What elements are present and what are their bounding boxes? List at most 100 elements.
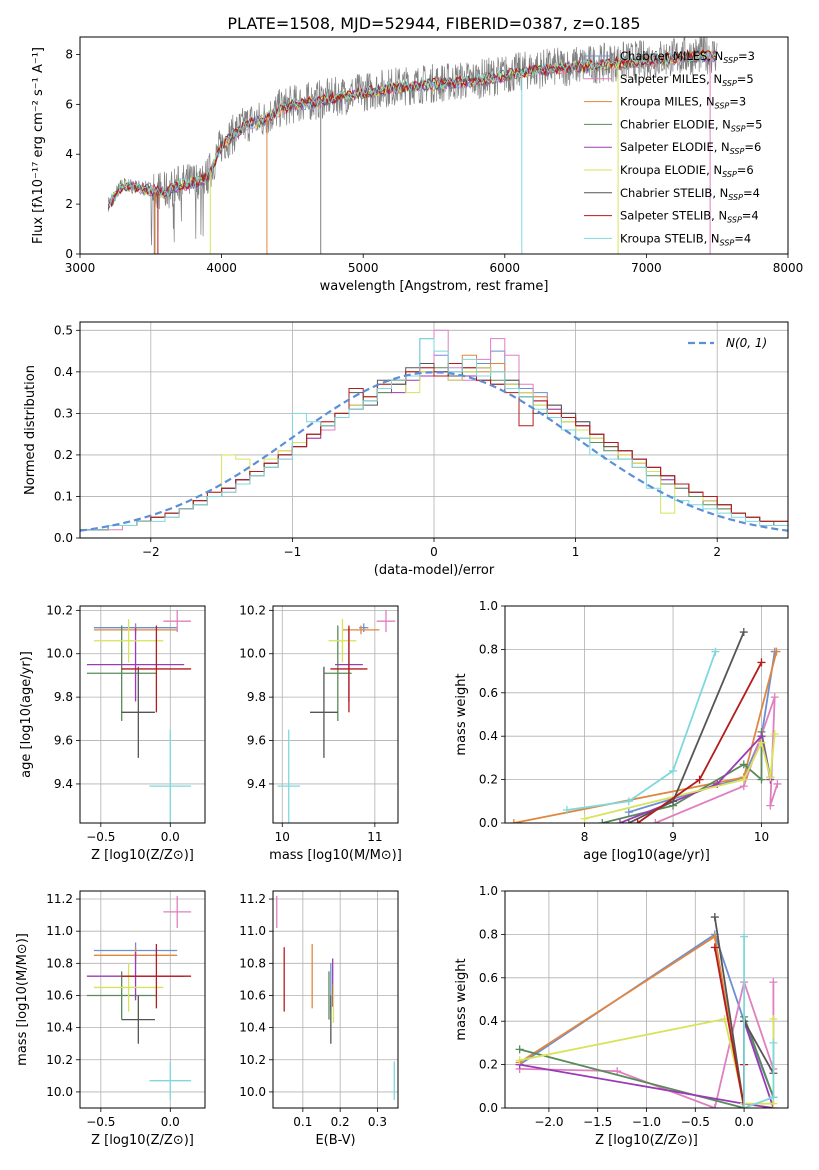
axes-frame bbox=[79, 605, 206, 824]
y-tick-label: 11.2 bbox=[239, 892, 266, 906]
axes-frame bbox=[504, 605, 789, 824]
x-tick-label: 0.2 bbox=[331, 1115, 350, 1129]
y-tick-label: 0.4 bbox=[54, 365, 73, 379]
legend-subscript: SSP bbox=[722, 170, 737, 179]
x-axis-title: (data-model)/error bbox=[374, 563, 495, 578]
residual-histogram-plot bbox=[80, 322, 788, 538]
legend-count: =4 bbox=[743, 186, 760, 200]
x-tick-label: 4000 bbox=[206, 261, 237, 275]
legend-label: Salpeter MILES, NSSP=5 bbox=[620, 72, 754, 88]
y-tick-label: 8 bbox=[65, 47, 73, 61]
x-tick-label: 0.3 bbox=[368, 1115, 387, 1129]
y-tick-label: 10.6 bbox=[46, 988, 73, 1002]
mass-weight-marker bbox=[710, 1104, 719, 1108]
x-tick-label: 0.0 bbox=[735, 1115, 754, 1129]
legend-label: Salpeter ELODIE, NSSP=6 bbox=[620, 140, 761, 156]
legend-name: Chabrier ELODIE, N bbox=[620, 117, 731, 131]
y-tick-label: 10.6 bbox=[239, 988, 266, 1002]
mass-weight-vs-Z-plot bbox=[505, 891, 788, 1108]
age-vs-mass-panel: 10 11 9.4 9.6 9.8 10.0 10.2 mass [log10(M/M⊙)] bbox=[239, 603, 402, 863]
axes-frame bbox=[504, 890, 789, 1109]
y-tick-label: 0.0 bbox=[54, 531, 73, 545]
mass-weight-marker bbox=[740, 932, 749, 941]
y-tick-label: 9.8 bbox=[247, 690, 266, 704]
mass-weight-marker bbox=[773, 779, 782, 788]
x-tick-label: 7000 bbox=[631, 261, 662, 275]
mass-weight-marker bbox=[757, 658, 766, 667]
x-tick-label: −1 bbox=[284, 545, 302, 559]
legend-count: =4 bbox=[742, 209, 759, 223]
y-tick-label: 1.0 bbox=[479, 599, 498, 613]
legend-label: Chabrier STELIB, NSSP=4 bbox=[620, 186, 760, 202]
mass-weight-marker bbox=[769, 1038, 778, 1047]
x-tick-label: 8 bbox=[581, 830, 589, 844]
legend-name: Kroupa STELIB, N bbox=[620, 231, 720, 245]
legend-name: Salpeter ELODIE, N bbox=[620, 140, 730, 154]
y-tick-label: 10.2 bbox=[239, 603, 266, 617]
mass-weight-marker bbox=[769, 978, 778, 987]
legend-count: =6 bbox=[744, 140, 761, 154]
mass-weight-marker bbox=[515, 1056, 524, 1065]
mass-vs-Z-panel: −0.5 0.0 10.0 10.2 10.4 10.6 10.8 11.0 11.2 Z [lo… bbox=[15, 890, 206, 1148]
mass-weight-marker bbox=[509, 819, 518, 823]
y-tick-label: 10.4 bbox=[46, 1021, 73, 1035]
y-tick-label: 9.4 bbox=[54, 777, 73, 791]
mass-weight-line bbox=[519, 1020, 775, 1108]
x-tick-label: −0.5 bbox=[681, 1115, 710, 1129]
mass-weight-marker bbox=[772, 647, 781, 656]
y-tick-label: 10.0 bbox=[46, 647, 73, 661]
x-axis-title: Z [log10(Z/Z⊙)] bbox=[595, 1133, 698, 1148]
mass-weight-marker bbox=[669, 766, 678, 775]
x-tick-label: 10 bbox=[275, 830, 290, 844]
legend-name: Chabrier MILES, N bbox=[620, 49, 723, 63]
y-tick-label: 0.6 bbox=[479, 686, 498, 700]
mass-weight-marker bbox=[613, 1067, 622, 1076]
observed-spectrum-line bbox=[107, 37, 718, 254]
x-axis-title: mass [log10(M/M⊙)] bbox=[269, 848, 402, 863]
x-axis-title: wavelength [Angstrom, rest frame] bbox=[320, 279, 549, 294]
y-tick-label: 10.4 bbox=[239, 1021, 266, 1035]
x-tick-label: 0 bbox=[430, 545, 438, 559]
mass-vs-EBV-plot bbox=[273, 891, 398, 1108]
y-axis-title: age [log10(age/yr)] bbox=[19, 651, 34, 778]
y-tick-label: 11.0 bbox=[239, 924, 266, 938]
mass-vs-EBV-panel: 0.1 0.2 0.3 10.0 10.2 10.4 10.6 10.8 11.0 11.2 E(B… bbox=[239, 890, 399, 1148]
mass-weight-marker bbox=[770, 730, 779, 739]
x-tick-label: 2 bbox=[713, 545, 721, 559]
legend-count: =3 bbox=[738, 49, 755, 63]
mass-weight-line bbox=[713, 947, 745, 1108]
legend-label: N(0, 1) bbox=[726, 336, 767, 350]
figure-title: PLATE=1508, MJD=52944, FIBERID=0387, z=0… bbox=[227, 14, 640, 33]
x-tick-label: −1.5 bbox=[583, 1115, 612, 1129]
mass-weight-line bbox=[513, 651, 778, 823]
x-tick-label: 10 bbox=[754, 830, 769, 844]
x-tick-label: 1 bbox=[572, 545, 580, 559]
y-tick-label: 0.6 bbox=[479, 971, 498, 985]
mass-weight-marker bbox=[624, 819, 633, 823]
y-tick-label: 0.3 bbox=[54, 406, 73, 420]
legend-name: Salpeter STELIB, N bbox=[620, 209, 727, 223]
axes-frame bbox=[79, 890, 206, 1109]
legend-subscript: SSP bbox=[731, 124, 746, 133]
y-tick-label: 10.2 bbox=[46, 603, 73, 617]
x-tick-label: −0.5 bbox=[86, 830, 115, 844]
age-vs-Z-panel: −0.5 0.0 9.4 9.6 9.8 10.0 10.2 Z [log10(Z/Z⊙)] a… bbox=[19, 603, 206, 863]
y-tick-label: 0.5 bbox=[54, 323, 73, 337]
y-tick-label: 0.4 bbox=[479, 729, 498, 743]
mass-weight-marker bbox=[711, 647, 720, 656]
legend-name: Salpeter MILES, N bbox=[620, 72, 722, 86]
x-tick-label: 3000 bbox=[65, 261, 96, 275]
legend-label: Salpeter STELIB, NSSP=4 bbox=[620, 209, 759, 225]
spectrum-plot bbox=[107, 37, 718, 254]
y-tick-label: 0.8 bbox=[479, 927, 498, 941]
legend-count: =6 bbox=[737, 163, 754, 177]
x-axis-title: Z [log10(Z/Z⊙)] bbox=[91, 848, 194, 863]
mass-weight-marker bbox=[757, 775, 766, 784]
y-tick-label: 6 bbox=[65, 97, 73, 111]
mass-weight-marker bbox=[769, 1015, 778, 1024]
mass-weight-marker bbox=[739, 775, 748, 784]
spectrum-panel: 3000 4000 5000 6000 7000 8000 0 2 4 6 8 wavelength … bbox=[31, 36, 803, 294]
y-tick-label: 1.0 bbox=[479, 884, 498, 898]
legend-subscript: SSP bbox=[715, 102, 730, 111]
mass-weight-marker bbox=[710, 913, 719, 922]
